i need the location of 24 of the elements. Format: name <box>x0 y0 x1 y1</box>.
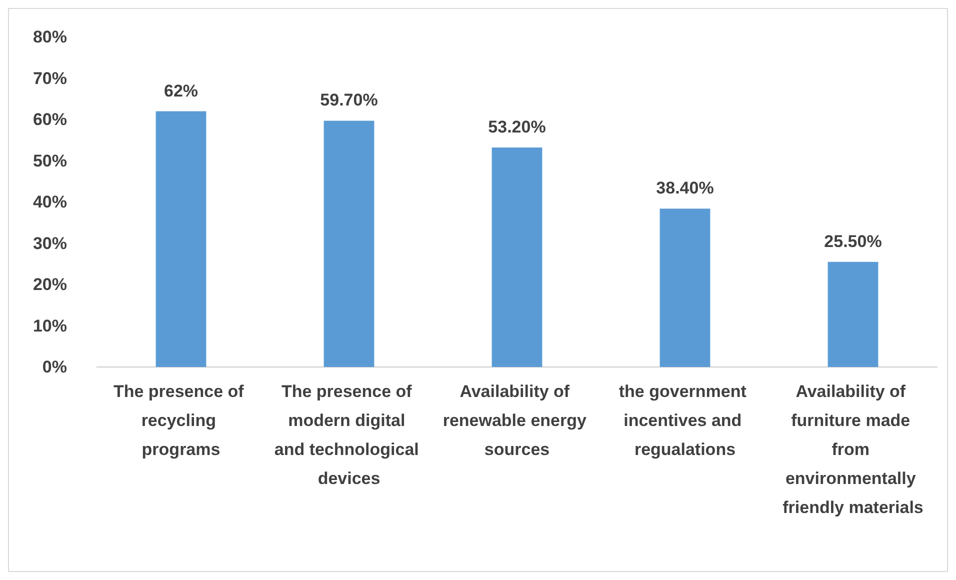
data-label: 53.20% <box>488 118 546 137</box>
data-label: 59.70% <box>320 90 378 110</box>
data-label: 25.50% <box>824 232 882 251</box>
bar <box>156 111 206 367</box>
y-tick-label: 70% <box>32 68 67 88</box>
bar <box>660 208 710 367</box>
y-tick-label: 80% <box>32 28 67 46</box>
y-tick-label: 60% <box>32 110 67 129</box>
x-tick-label: The presence of recycling programs <box>113 382 249 459</box>
y-tick-label: 10% <box>32 316 67 336</box>
y-tick-label: 30% <box>32 234 67 253</box>
y-tick-label: 20% <box>32 275 67 294</box>
y-tick-label: 0% <box>42 358 67 376</box>
x-tick-label: The presence of modern digital and technological devices <box>274 382 424 488</box>
x-tick-label: the government incentives and regualations <box>618 382 752 459</box>
bar <box>492 148 542 367</box>
data-label: 62% <box>164 81 198 100</box>
y-tick-label: 40% <box>32 192 67 212</box>
bar <box>828 262 878 367</box>
y-tick-label: 50% <box>32 151 67 170</box>
x-tick-label: Availability of renewable energy sources <box>442 382 592 459</box>
x-tick-label: Availability of furniture made from environmentally friendly materials <box>782 382 924 517</box>
bar <box>324 120 374 367</box>
data-label: 38.40% <box>656 178 714 198</box>
